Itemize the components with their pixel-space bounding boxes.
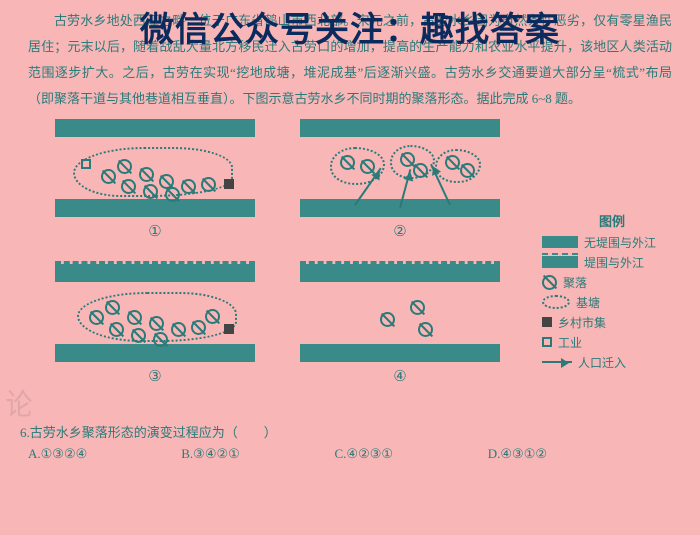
panel-3-label: ③ bbox=[55, 367, 255, 386]
legend-row-migration: 人口迁入 bbox=[542, 352, 682, 372]
legend-title: 图例 bbox=[542, 211, 682, 230]
legend-label: 堤围与外江 bbox=[584, 254, 644, 271]
legend-box: 图例 无堤围与外江 堤围与外江 聚落 基塘 乡村市集 工业 bbox=[542, 211, 682, 372]
river-bar-top bbox=[300, 119, 500, 137]
settlement-dot bbox=[201, 177, 216, 192]
legend-swatch bbox=[542, 275, 557, 290]
river-bar-top bbox=[55, 119, 255, 137]
legend-swatch bbox=[542, 295, 570, 309]
panel-2: ② bbox=[300, 119, 500, 239]
passage-text: 古劳水乡地处西江之畔，位于广东省鹤山市西北部。宋元之前，古劳水乡因为自然条件恶劣… bbox=[0, 0, 700, 116]
settlement-dot bbox=[171, 322, 186, 337]
option-b[interactable]: B.③④②① bbox=[181, 446, 331, 462]
legend-swatch bbox=[542, 256, 578, 268]
panel-2-label: ② bbox=[300, 222, 500, 241]
settlement-dot bbox=[340, 155, 355, 170]
settlement-dot bbox=[143, 184, 158, 199]
river-bar-top bbox=[55, 264, 255, 282]
industry-marker bbox=[81, 159, 91, 169]
settlement-dot bbox=[117, 159, 132, 174]
settlement-dot bbox=[418, 322, 433, 337]
side-watermark: 论 bbox=[6, 380, 33, 424]
settlement-dot bbox=[131, 328, 146, 343]
settlement-dot bbox=[410, 300, 425, 315]
settlement-dot bbox=[109, 322, 124, 337]
legend-row-nolevee: 无堤围与外江 bbox=[542, 232, 682, 252]
settlement-dot bbox=[191, 320, 206, 335]
panel-1: ① bbox=[55, 119, 255, 239]
legend-label: 基塘 bbox=[576, 294, 600, 311]
legend-swatch bbox=[542, 361, 572, 363]
legend-label: 人口迁入 bbox=[578, 354, 626, 371]
settlement-dot bbox=[165, 187, 180, 202]
panel-1-label: ① bbox=[55, 222, 255, 241]
legend-row-market: 乡村市集 bbox=[542, 312, 682, 332]
legend-label: 工业 bbox=[558, 334, 582, 351]
legend-label: 聚落 bbox=[563, 274, 587, 291]
option-c[interactable]: C.④②③① bbox=[335, 446, 485, 462]
legend-label: 无堤围与外江 bbox=[584, 234, 656, 251]
settlement-dot bbox=[105, 300, 120, 315]
settlement-dot bbox=[380, 312, 395, 327]
settlement-dot bbox=[153, 332, 168, 347]
settlement-dot bbox=[101, 169, 116, 184]
legend-swatch bbox=[542, 337, 552, 347]
legend-row-pond: 基塘 bbox=[542, 292, 682, 312]
settlement-dot bbox=[89, 310, 104, 325]
panel-4: ④ bbox=[300, 264, 500, 384]
panel-3: ③ bbox=[55, 264, 255, 384]
panel-4-label: ④ bbox=[300, 367, 500, 386]
option-a[interactable]: A.①③②④ bbox=[28, 446, 178, 462]
legend-row-industry: 工业 bbox=[542, 332, 682, 352]
settlement-dot bbox=[460, 163, 475, 178]
figure-area: ① ② ③ bbox=[0, 116, 700, 416]
settlement-dot bbox=[149, 316, 164, 331]
question-options: A.①③②④ B.③④②① C.④②③① D.④③①② bbox=[0, 446, 700, 462]
settlement-dot bbox=[205, 309, 220, 324]
market-marker bbox=[224, 179, 234, 189]
settlement-dot bbox=[445, 155, 460, 170]
legend-swatch bbox=[542, 317, 552, 327]
settlement-dot bbox=[181, 179, 196, 194]
river-bar-bottom bbox=[55, 199, 255, 217]
settlement-dot bbox=[127, 310, 142, 325]
legend-label: 乡村市集 bbox=[558, 314, 606, 331]
legend-row-settlement: 聚落 bbox=[542, 272, 682, 292]
river-bar-top bbox=[300, 264, 500, 282]
market-marker bbox=[224, 324, 234, 334]
question-text: 古劳水乡聚落形态的演变过程应为（ ） bbox=[30, 425, 277, 440]
legend-row-levee: 堤围与外江 bbox=[542, 252, 682, 272]
settlement-dot bbox=[121, 179, 136, 194]
question-number: 6. bbox=[20, 425, 30, 440]
option-d[interactable]: D.④③①② bbox=[488, 446, 638, 462]
question-stem: 6.古劳水乡聚落形态的演变过程应为（ ） bbox=[0, 416, 700, 446]
settlement-dot bbox=[139, 167, 154, 182]
legend-swatch bbox=[542, 236, 578, 248]
